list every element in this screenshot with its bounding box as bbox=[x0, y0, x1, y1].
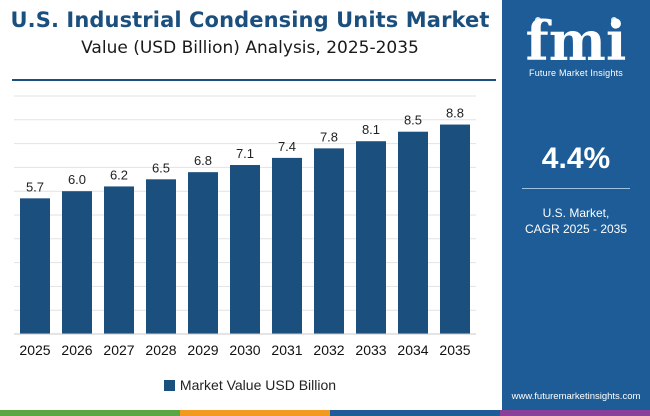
data-label: 7.8 bbox=[320, 129, 338, 144]
bottom-bar-segment bbox=[330, 410, 500, 416]
bar bbox=[104, 186, 134, 334]
sidebar-panel: fmi Future Market Insights 4.4% U.S. Mar… bbox=[502, 0, 650, 410]
x-tick-label: 2027 bbox=[103, 342, 134, 358]
legend-label: Market Value USD Billion bbox=[179, 377, 337, 393]
bottom-bar-segment bbox=[0, 410, 180, 416]
bottom-color-bar bbox=[0, 410, 650, 416]
cagr-divider bbox=[522, 188, 630, 189]
cagr-caption-line-2: CAGR 2025 - 2035 bbox=[524, 222, 628, 236]
data-label: 6.2 bbox=[110, 167, 128, 182]
logo-dot-icon bbox=[611, 17, 617, 23]
logo-letters: fmi bbox=[526, 10, 627, 68]
data-label: 6.8 bbox=[194, 153, 212, 168]
data-label: 6.5 bbox=[152, 160, 170, 175]
title-divider bbox=[12, 79, 496, 81]
bottom-bar-segment bbox=[180, 410, 330, 416]
data-label: 7.4 bbox=[278, 139, 296, 154]
bar bbox=[356, 141, 386, 334]
bar-chart: 5.7 2025 6.0 2026 6.2 2027 6.5 2028 6.8 2029 7.1 20… bbox=[14, 95, 476, 358]
x-tick-label: 2028 bbox=[145, 342, 176, 358]
bar bbox=[188, 172, 218, 334]
bottom-bar-segment bbox=[500, 410, 650, 416]
bar bbox=[146, 179, 176, 334]
cagr-value: 4.4% bbox=[541, 142, 611, 175]
x-tick-label: 2029 bbox=[187, 342, 218, 358]
fmi-logo-graphic: fmi bbox=[526, 9, 627, 73]
bar bbox=[398, 131, 428, 334]
bar bbox=[272, 157, 302, 334]
cagr-caption-line-1: U.S. Market, bbox=[542, 206, 610, 220]
x-tick-label: 2033 bbox=[355, 342, 386, 358]
chart-title: U.S. Industrial Condensing Units Market bbox=[10, 8, 490, 32]
bar bbox=[314, 148, 344, 334]
x-tick-label: 2032 bbox=[313, 342, 344, 358]
bar bbox=[62, 191, 92, 334]
x-tick-label: 2034 bbox=[397, 342, 428, 358]
logo-text: Future Market Insights bbox=[529, 68, 623, 78]
data-label: 8.1 bbox=[362, 122, 380, 137]
data-label: 6.0 bbox=[68, 172, 86, 187]
bar bbox=[20, 198, 50, 334]
bar bbox=[440, 124, 470, 334]
x-tick-label: 2025 bbox=[19, 342, 50, 358]
x-tick-label: 2031 bbox=[271, 342, 302, 358]
data-label: 8.5 bbox=[404, 113, 422, 128]
data-label: 5.7 bbox=[26, 179, 44, 194]
chart-subtitle: Value (USD Billion) Analysis, 2025-2035 bbox=[81, 38, 419, 58]
x-tick-label: 2035 bbox=[439, 342, 470, 358]
website-link[interactable]: www.futuremarketinsights.com bbox=[511, 391, 641, 402]
logo-dot-icon bbox=[535, 17, 541, 23]
x-tick-label: 2026 bbox=[61, 342, 92, 358]
cagr-caption: U.S. Market, CAGR 2025 - 2035 bbox=[502, 205, 650, 237]
chart-legend: Market Value USD Billion bbox=[0, 377, 500, 393]
data-label: 7.1 bbox=[236, 146, 254, 161]
bar bbox=[230, 165, 260, 334]
x-tick-label: 2030 bbox=[229, 342, 260, 358]
data-label: 8.8 bbox=[446, 106, 464, 121]
legend-swatch bbox=[163, 380, 175, 391]
fmi-logo: fmi Future Market Insights bbox=[516, 9, 636, 82]
